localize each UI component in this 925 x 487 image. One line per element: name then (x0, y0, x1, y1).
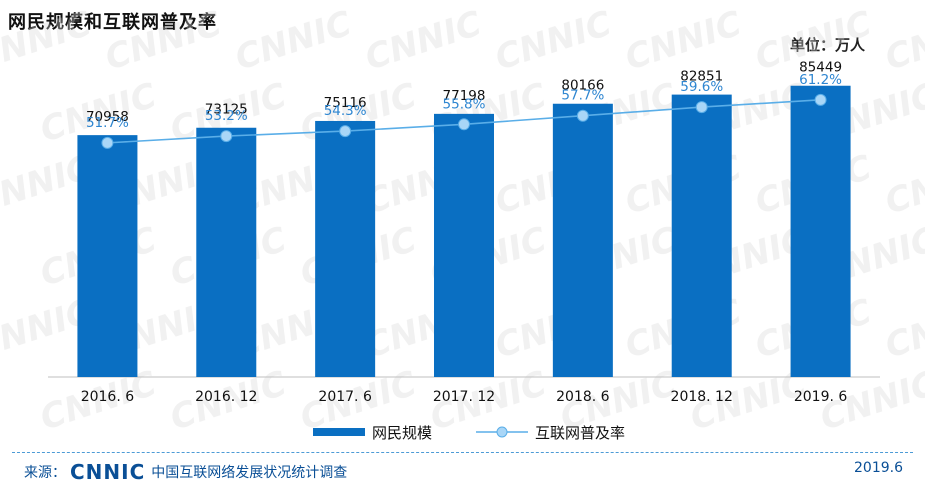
x-tick-label: 2017. 6 (318, 389, 372, 405)
source-name: 中国互联网络发展状况统计调查 (151, 465, 348, 481)
legend-line-dot (496, 426, 508, 438)
rate-value-label: 57.7% (561, 88, 604, 104)
source-prefix: 来源： (24, 465, 66, 481)
chart-title: 网民规模和互联网普及率 (8, 12, 217, 33)
watermark-text: CNNIC (880, 4, 925, 79)
watermark-text: CNNIC (880, 292, 925, 367)
rate-point-0 (101, 136, 114, 149)
bar-value-label: 73125 (205, 102, 248, 118)
bar-3 (434, 113, 494, 377)
legend-bar-swatch (313, 428, 365, 436)
x-tick-label: 2018. 12 (671, 389, 733, 405)
watermark-text: CNNIC (360, 4, 486, 79)
legend-bar-label: 网民规模 (372, 424, 432, 442)
rate-value-label: 51.7% (86, 115, 129, 131)
bar-6 (790, 85, 851, 378)
bar-value-label: 75116 (324, 95, 367, 111)
x-tick-label: 2018. 6 (556, 389, 610, 405)
rate-points (101, 93, 827, 149)
x-tick-label: 2017. 12 (433, 389, 495, 405)
unit-label: 单位：万人 (789, 36, 865, 54)
rate-value-label: 61.2% (799, 72, 842, 88)
x-tick-label: 2016. 12 (195, 389, 257, 405)
rate-value-label: 54.3% (324, 103, 367, 119)
legend-line-label: 互联网普及率 (535, 424, 625, 442)
bar-value-labels: 70958 73125 75116 77198 80166 82851 85449 (86, 60, 842, 125)
watermark-text: CNNIC (620, 4, 746, 79)
watermark-text: CNNIC (490, 4, 616, 79)
x-tick-labels: 2016. 6 2016. 12 2017. 6 2017. 12 2018. 6 201… (81, 389, 848, 405)
rate-point-2 (339, 125, 352, 138)
bar-value-label: 82851 (680, 69, 723, 85)
bar-0 (77, 135, 138, 377)
rate-point-1 (220, 130, 233, 143)
footer-date: 2019.6 (854, 460, 903, 476)
bar-value-label: 85449 (799, 60, 842, 76)
footer-divider (12, 452, 913, 453)
bar-5 (671, 94, 732, 377)
rate-point-3 (458, 118, 470, 131)
bar-series (77, 85, 851, 378)
watermark-text: CNNIC (230, 4, 356, 79)
footer-source: 来源： CNNIC 中国互联网络发展状况统计调查 (24, 460, 347, 484)
x-tick-label: 2019. 6 (794, 389, 848, 405)
bar-value-label: 80166 (561, 78, 604, 94)
bar-value-label: 77198 (443, 88, 486, 104)
rate-value-labels: 51.7% 53.2% 54.3% 55.8% 57.7% 59.6% 61.2% (86, 72, 842, 131)
bar-1 (196, 127, 257, 377)
rate-point-4 (576, 109, 589, 122)
bar-4 (552, 103, 613, 377)
bar-2 (315, 120, 376, 377)
x-tick-label: 2016. 6 (81, 389, 135, 405)
bar-value-label: 70958 (86, 109, 129, 125)
cnnic-logo: CNNIC (70, 460, 146, 484)
rate-value-label: 53.2% (205, 108, 248, 124)
rate-point-5 (695, 101, 708, 114)
rate-value-label: 55.8% (443, 96, 486, 112)
watermark-text: CNNIC (880, 148, 925, 223)
rate-value-label: 59.6% (680, 79, 723, 95)
legend: 网民规模 互联网普及率 (313, 424, 625, 442)
watermark-text: CNNIC (100, 4, 226, 79)
watermark-text: CNNIC (0, 4, 96, 79)
rate-point-6 (814, 93, 827, 106)
